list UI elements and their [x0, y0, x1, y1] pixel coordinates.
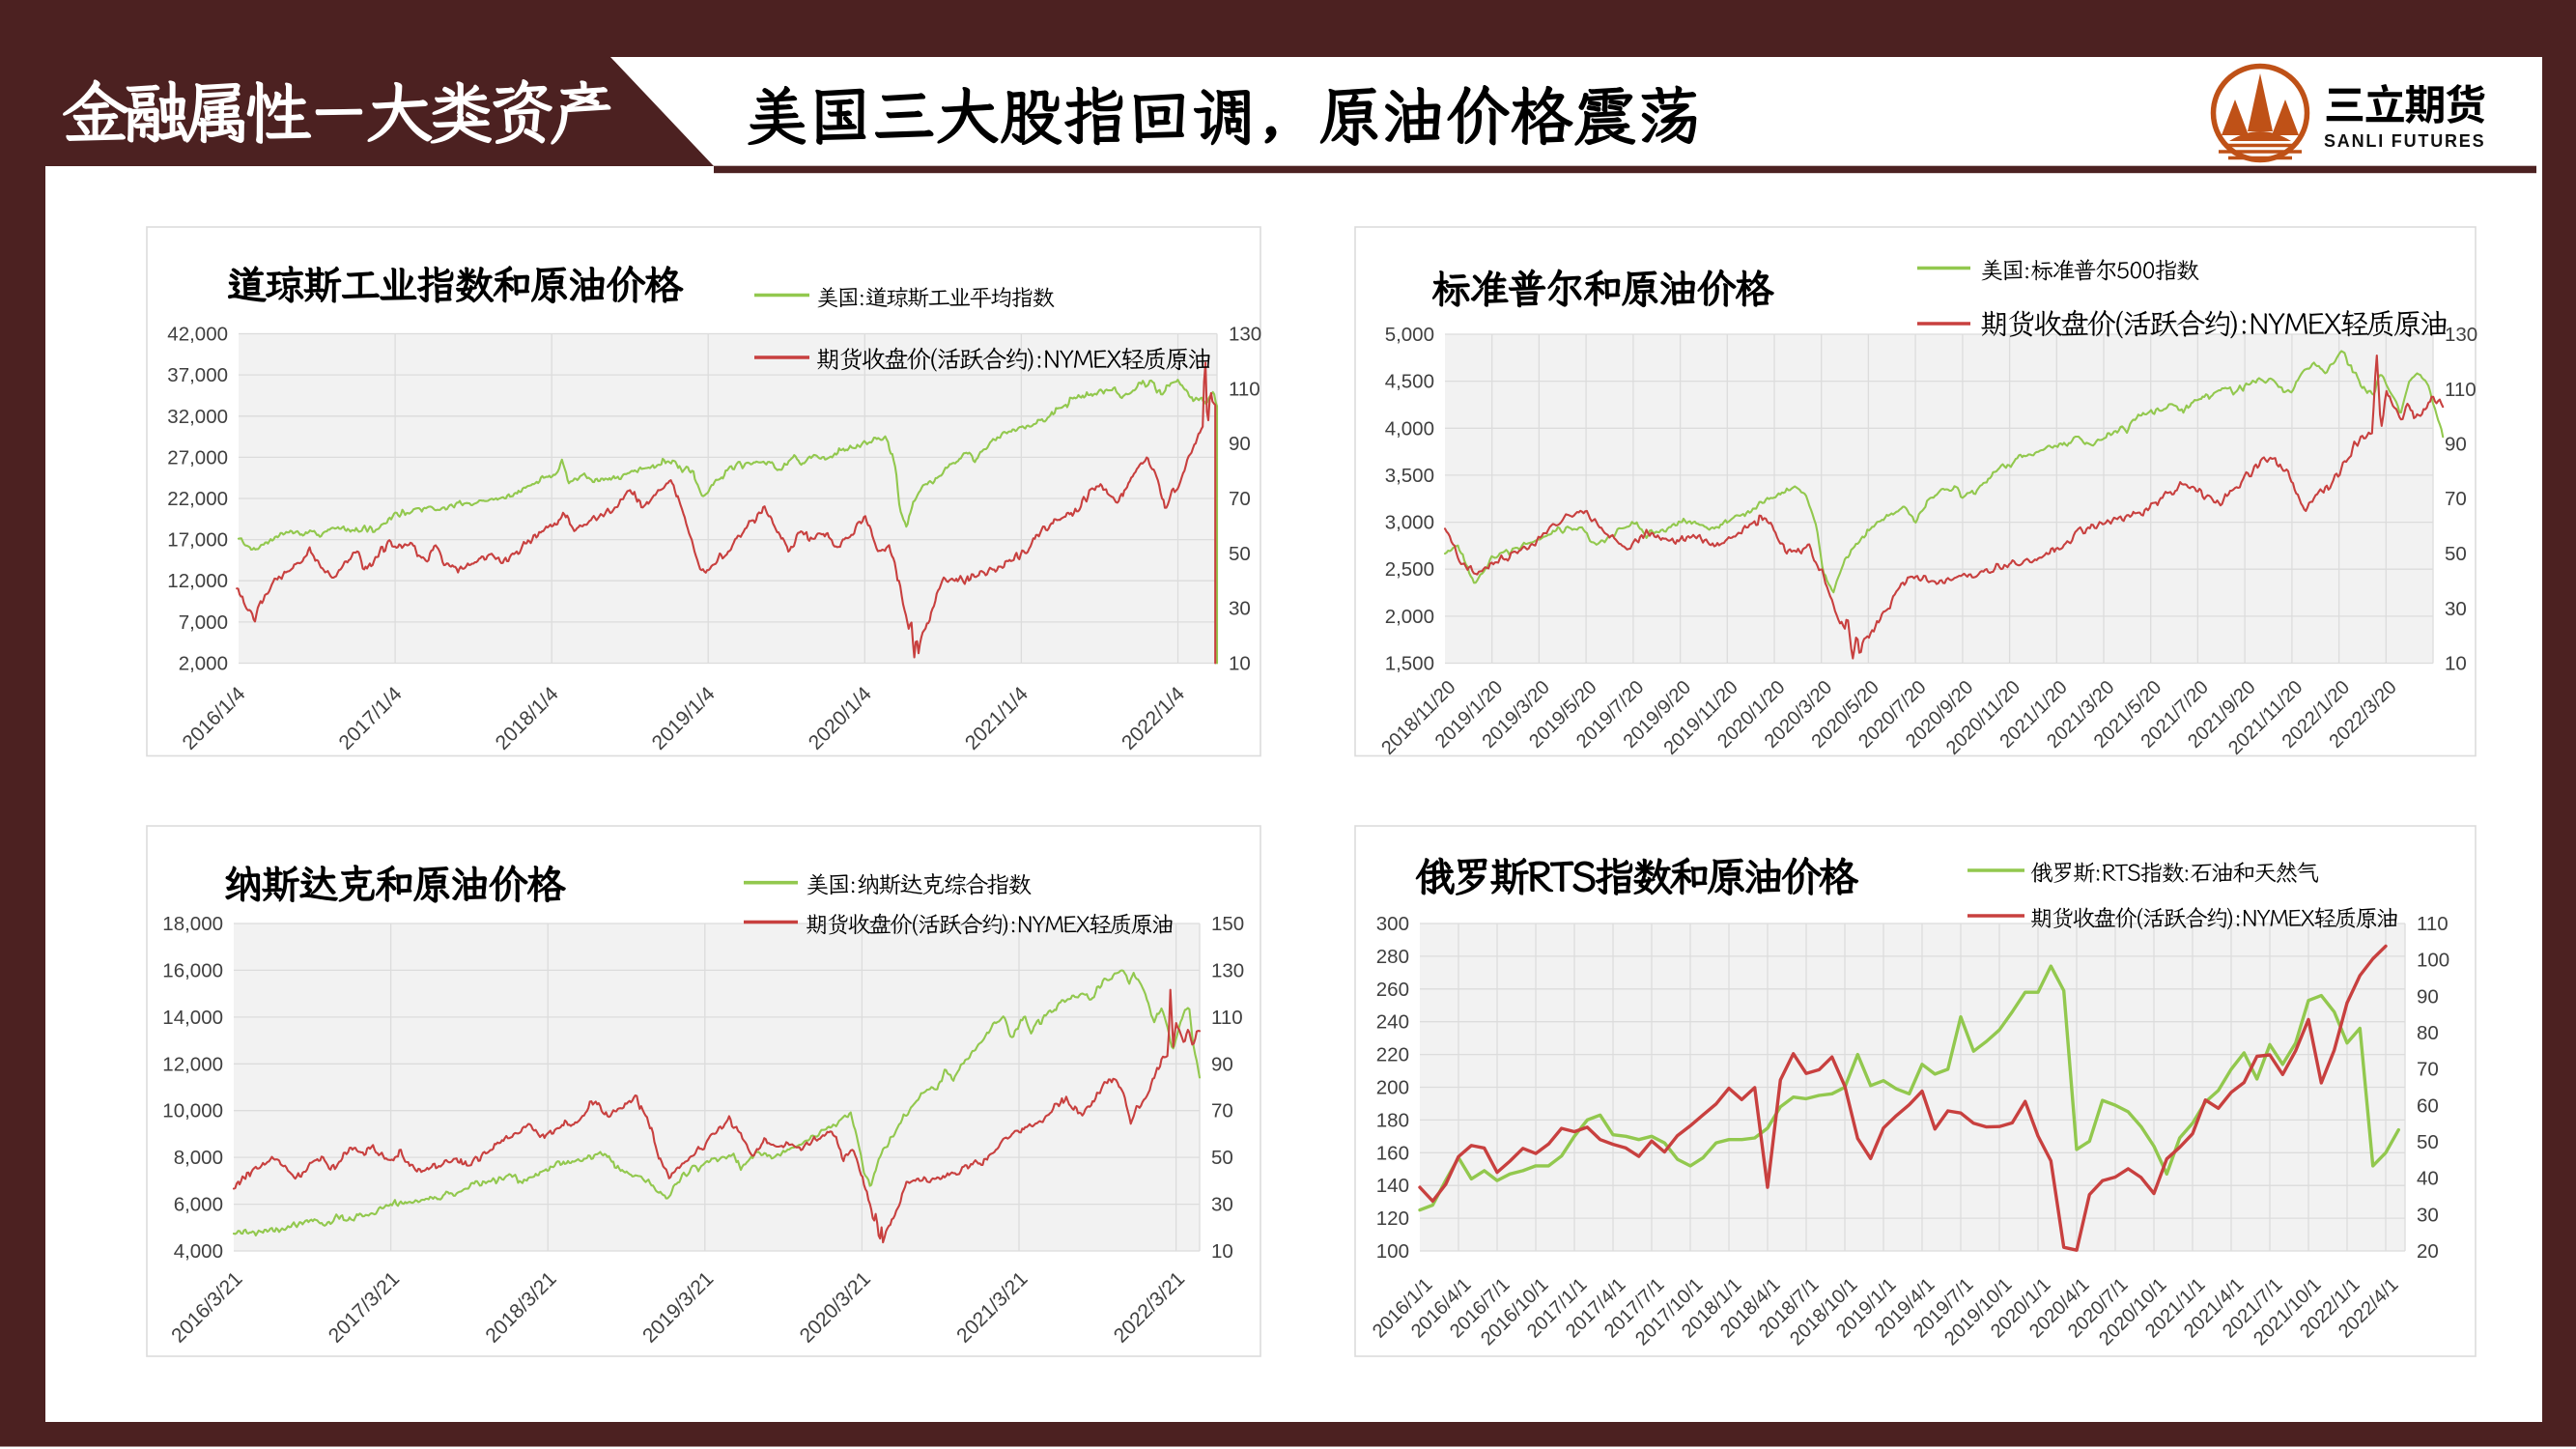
- svg-text:32,000: 32,000: [167, 406, 228, 428]
- svg-text:42,000: 42,000: [167, 324, 228, 346]
- svg-text:22,000: 22,000: [167, 488, 228, 510]
- svg-text:140: 140: [1376, 1175, 1409, 1197]
- svg-text:220: 220: [1376, 1044, 1409, 1066]
- svg-text:40: 40: [2417, 1168, 2439, 1190]
- svg-text:3,500: 3,500: [1385, 465, 1434, 487]
- svg-text:8,000: 8,000: [174, 1147, 223, 1169]
- svg-text:200: 200: [1376, 1077, 1409, 1099]
- svg-text:30: 30: [1229, 598, 1251, 620]
- svg-text:10: 10: [1229, 653, 1251, 675]
- svg-text:7,000: 7,000: [179, 611, 228, 634]
- svg-text:90: 90: [1229, 433, 1251, 455]
- svg-text:90: 90: [2417, 985, 2439, 1008]
- svg-text:2,000: 2,000: [1385, 606, 1434, 628]
- svg-text:18,000: 18,000: [162, 913, 223, 935]
- svg-text:12,000: 12,000: [167, 570, 228, 592]
- svg-text:17,000: 17,000: [167, 529, 228, 552]
- svg-text:70: 70: [2417, 1059, 2439, 1081]
- svg-text:3,000: 3,000: [1385, 512, 1434, 534]
- svg-text:50: 50: [1211, 1147, 1233, 1169]
- svg-text:80: 80: [2417, 1022, 2439, 1044]
- svg-text:280: 280: [1376, 946, 1409, 968]
- svg-text:70: 70: [2445, 488, 2467, 510]
- svg-text:50: 50: [2445, 543, 2467, 565]
- svg-text:6,000: 6,000: [174, 1194, 223, 1216]
- svg-text:120: 120: [1376, 1208, 1409, 1230]
- svg-text:5,000: 5,000: [1385, 324, 1434, 346]
- svg-text:14,000: 14,000: [162, 1007, 223, 1029]
- svg-text:260: 260: [1376, 979, 1409, 1001]
- svg-text:50: 50: [2417, 1131, 2439, 1153]
- svg-text:4,500: 4,500: [1385, 371, 1434, 393]
- svg-text:60: 60: [2417, 1094, 2439, 1117]
- svg-text:12,000: 12,000: [162, 1053, 223, 1075]
- svg-text:SANLI FUTURES: SANLI FUTURES: [2324, 131, 2485, 151]
- svg-text:4,000: 4,000: [174, 1240, 223, 1263]
- svg-text:30: 30: [2417, 1204, 2439, 1226]
- svg-text:4,000: 4,000: [1385, 417, 1434, 440]
- svg-text:37,000: 37,000: [167, 364, 228, 386]
- svg-text:160: 160: [1376, 1142, 1409, 1164]
- svg-text:110: 110: [2445, 379, 2477, 401]
- svg-text:2,000: 2,000: [179, 653, 228, 675]
- svg-text:180: 180: [1376, 1109, 1409, 1131]
- svg-text:27,000: 27,000: [167, 446, 228, 469]
- svg-text:10: 10: [2445, 653, 2467, 675]
- svg-text:20: 20: [2417, 1240, 2439, 1263]
- svg-text:240: 240: [1376, 1011, 1409, 1034]
- svg-text:16,000: 16,000: [162, 959, 223, 981]
- svg-text:110: 110: [1229, 378, 1260, 400]
- svg-text:1,500: 1,500: [1385, 653, 1434, 675]
- svg-text:30: 30: [1211, 1194, 1233, 1216]
- svg-text:90: 90: [2445, 434, 2467, 456]
- svg-text:30: 30: [2445, 598, 2467, 620]
- svg-text:100: 100: [1376, 1240, 1409, 1263]
- svg-text:70: 70: [1229, 488, 1251, 510]
- svg-text:130: 130: [2445, 324, 2477, 346]
- svg-text:110: 110: [1211, 1007, 1243, 1029]
- svg-text:50: 50: [1229, 543, 1251, 565]
- svg-text:10: 10: [1211, 1240, 1233, 1263]
- svg-text:10,000: 10,000: [162, 1100, 223, 1122]
- svg-text:130: 130: [1229, 324, 1261, 346]
- svg-text:100: 100: [2417, 950, 2449, 972]
- svg-text:70: 70: [1211, 1100, 1233, 1122]
- svg-text:150: 150: [1211, 913, 1244, 935]
- svg-text:90: 90: [1211, 1053, 1233, 1075]
- svg-text:300: 300: [1376, 913, 1409, 935]
- svg-text:110: 110: [2417, 913, 2449, 935]
- svg-text:130: 130: [1211, 959, 1244, 981]
- svg-text:2,500: 2,500: [1385, 558, 1434, 581]
